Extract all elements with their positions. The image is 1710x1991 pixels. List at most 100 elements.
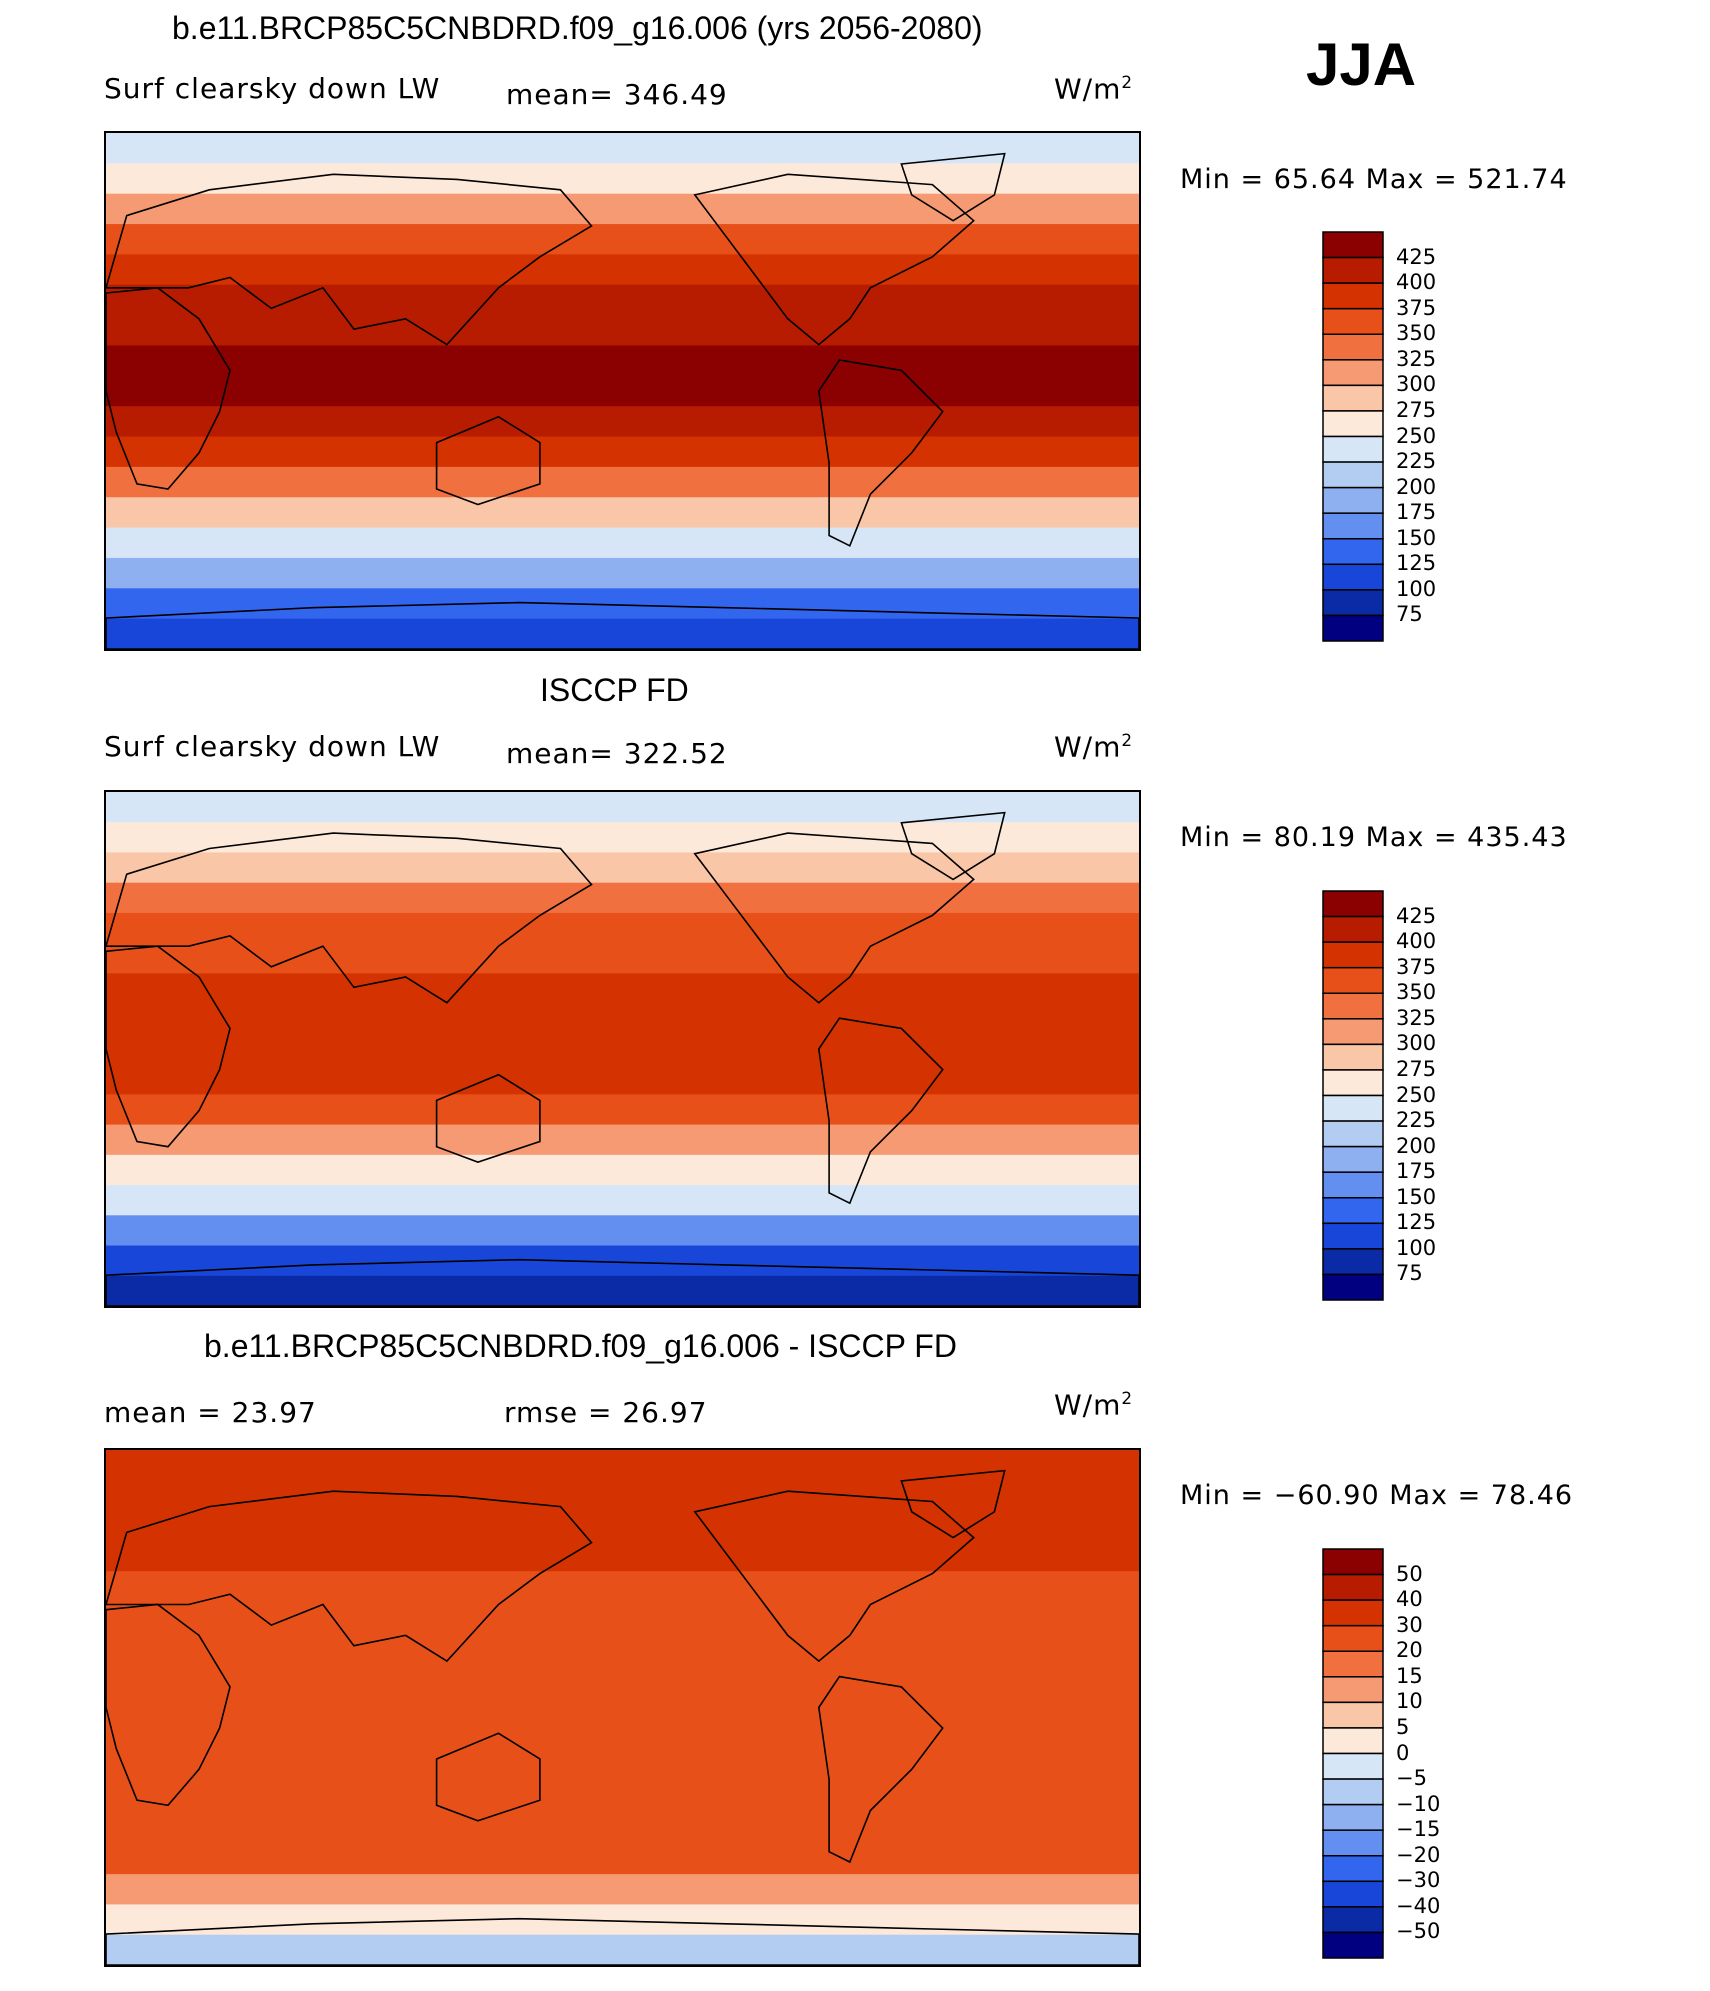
colorbar-box xyxy=(1322,461,1384,489)
panel-2-map-svg xyxy=(106,792,1139,1306)
colorbar-box xyxy=(1322,1880,1384,1908)
latitude-band xyxy=(106,1154,1139,1187)
panel-1-map xyxy=(104,131,1141,651)
colorbar-tick-label: 250 xyxy=(1396,1082,1437,1107)
latitude-band xyxy=(106,973,1139,1005)
coastline xyxy=(106,1917,1139,1965)
season-label: JJA xyxy=(1306,31,1417,98)
coastline xyxy=(106,286,231,490)
colorbar-box xyxy=(1322,1624,1384,1652)
latitude-band xyxy=(106,1722,1139,1754)
coastline xyxy=(106,173,593,346)
colorbar-tick-label: 325 xyxy=(1396,1005,1437,1030)
panel-2-units: W/m2 xyxy=(1054,730,1133,763)
colorbar-box xyxy=(1322,614,1384,642)
latitude-band xyxy=(106,193,1139,226)
colorbar-tick-label: −5 xyxy=(1396,1766,1427,1791)
latitude-band xyxy=(106,1480,1139,1512)
colorbar-tick-label: −30 xyxy=(1396,1868,1441,1893)
colorbar-box xyxy=(1322,915,1384,943)
colorbar-svg xyxy=(1322,1548,1384,1959)
colorbar-tick-label: 200 xyxy=(1396,474,1437,499)
colorbar-box xyxy=(1322,1018,1384,1046)
latitude-band xyxy=(106,1813,1139,1845)
panel-3-mean: mean = 23.97 xyxy=(104,1396,317,1429)
latitude-band xyxy=(106,822,1139,854)
colorbar-tick-label: −40 xyxy=(1396,1893,1441,1918)
colorbar-box xyxy=(1322,1573,1384,1601)
latitude-band xyxy=(106,792,1139,824)
latitude-band xyxy=(106,1033,1139,1066)
latitude-band xyxy=(106,133,1139,165)
coastline xyxy=(817,1675,944,1864)
coastline xyxy=(900,811,1006,881)
colorbar-svg xyxy=(1322,890,1384,1301)
panel-2-colorbar: 425 400 375 350 325 300 275 250 225 200 175 150 125 1… xyxy=(1322,890,1472,1301)
colorbar-box xyxy=(1322,256,1384,284)
colorbar-tick-label: 275 xyxy=(1396,397,1437,422)
coastline xyxy=(817,1017,944,1205)
colorbar-box xyxy=(1322,282,1384,310)
panel-1-mean: mean= 346.49 xyxy=(506,78,728,111)
latitude-band xyxy=(106,224,1139,256)
panel-3-rmse: rmse = 26.97 xyxy=(504,1396,708,1429)
colorbar-box xyxy=(1322,1676,1384,1704)
latitude-band xyxy=(106,1124,1139,1156)
colorbar-tick-label: 200 xyxy=(1396,1133,1437,1158)
colorbar-tick-label: 15 xyxy=(1396,1663,1423,1688)
colorbar-box xyxy=(1322,1803,1384,1831)
coastline xyxy=(106,601,1139,649)
colorbar-box xyxy=(1322,1248,1384,1276)
coastline xyxy=(435,1073,541,1163)
colorbar-tick-label: 40 xyxy=(1396,1587,1423,1612)
latitude-band xyxy=(106,912,1139,945)
latitude-band xyxy=(106,163,1139,195)
colorbar-tick-label: 150 xyxy=(1396,525,1437,550)
latitude-band xyxy=(106,1752,1139,1785)
units-sup: 2 xyxy=(1121,1388,1134,1408)
colorbar-box xyxy=(1322,589,1384,617)
colorbar-box xyxy=(1322,359,1384,387)
colorbar-box xyxy=(1322,1069,1384,1097)
colorbar-tick-label: 150 xyxy=(1396,1184,1437,1209)
colorbar-tick-label: 10 xyxy=(1396,1689,1423,1714)
colorbar-tick-label: 250 xyxy=(1396,423,1437,448)
colorbar-box xyxy=(1322,1548,1384,1576)
coastline xyxy=(106,1490,593,1663)
latitude-band xyxy=(106,618,1139,649)
colorbar-tick-label: −10 xyxy=(1396,1791,1441,1816)
colorbar-box xyxy=(1322,1145,1384,1173)
colorbar-tick-label: 325 xyxy=(1396,346,1437,371)
panel-1-title: b.e11.BRCP85C5CNBDRD.f09_g16.006 (yrs 20… xyxy=(172,10,983,46)
coastline xyxy=(106,945,231,1148)
coastline xyxy=(106,1258,1139,1306)
colorbar-tick-label: 225 xyxy=(1396,1108,1437,1133)
colorbar-tick-label: 75 xyxy=(1396,1261,1423,1286)
latitude-band xyxy=(106,1662,1139,1694)
latitude-band xyxy=(106,1601,1139,1633)
colorbar-box xyxy=(1322,890,1384,918)
panel-3-map-svg xyxy=(106,1450,1139,1965)
colorbar-tick-label: 0 xyxy=(1396,1740,1410,1765)
latitude-band xyxy=(106,1934,1139,1965)
coastline xyxy=(817,359,944,547)
colorbar-box xyxy=(1322,1752,1384,1780)
latitude-band xyxy=(106,882,1139,914)
panel-1-map-svg xyxy=(106,133,1139,649)
latitude-band xyxy=(106,1064,1139,1096)
latitude-band xyxy=(106,375,1139,408)
latitude-band xyxy=(106,1631,1139,1664)
colorbar-tick-label: 400 xyxy=(1396,270,1437,295)
latitude-band xyxy=(106,284,1139,317)
colorbar-box xyxy=(1322,384,1384,412)
panel-1-variable: Surf clearsky down LW xyxy=(104,72,441,105)
latitude-band xyxy=(106,943,1139,975)
units-text: W/m xyxy=(1054,72,1122,106)
colorbar-box xyxy=(1322,231,1384,259)
latitude-band xyxy=(106,527,1139,559)
latitude-band xyxy=(106,497,1139,529)
panel-2-minmax: Min = 80.19 Max = 435.43 xyxy=(1180,822,1568,853)
colorbar-box xyxy=(1322,1727,1384,1755)
colorbar-tick-label: 275 xyxy=(1396,1056,1437,1081)
colorbar-box xyxy=(1322,1650,1384,1678)
